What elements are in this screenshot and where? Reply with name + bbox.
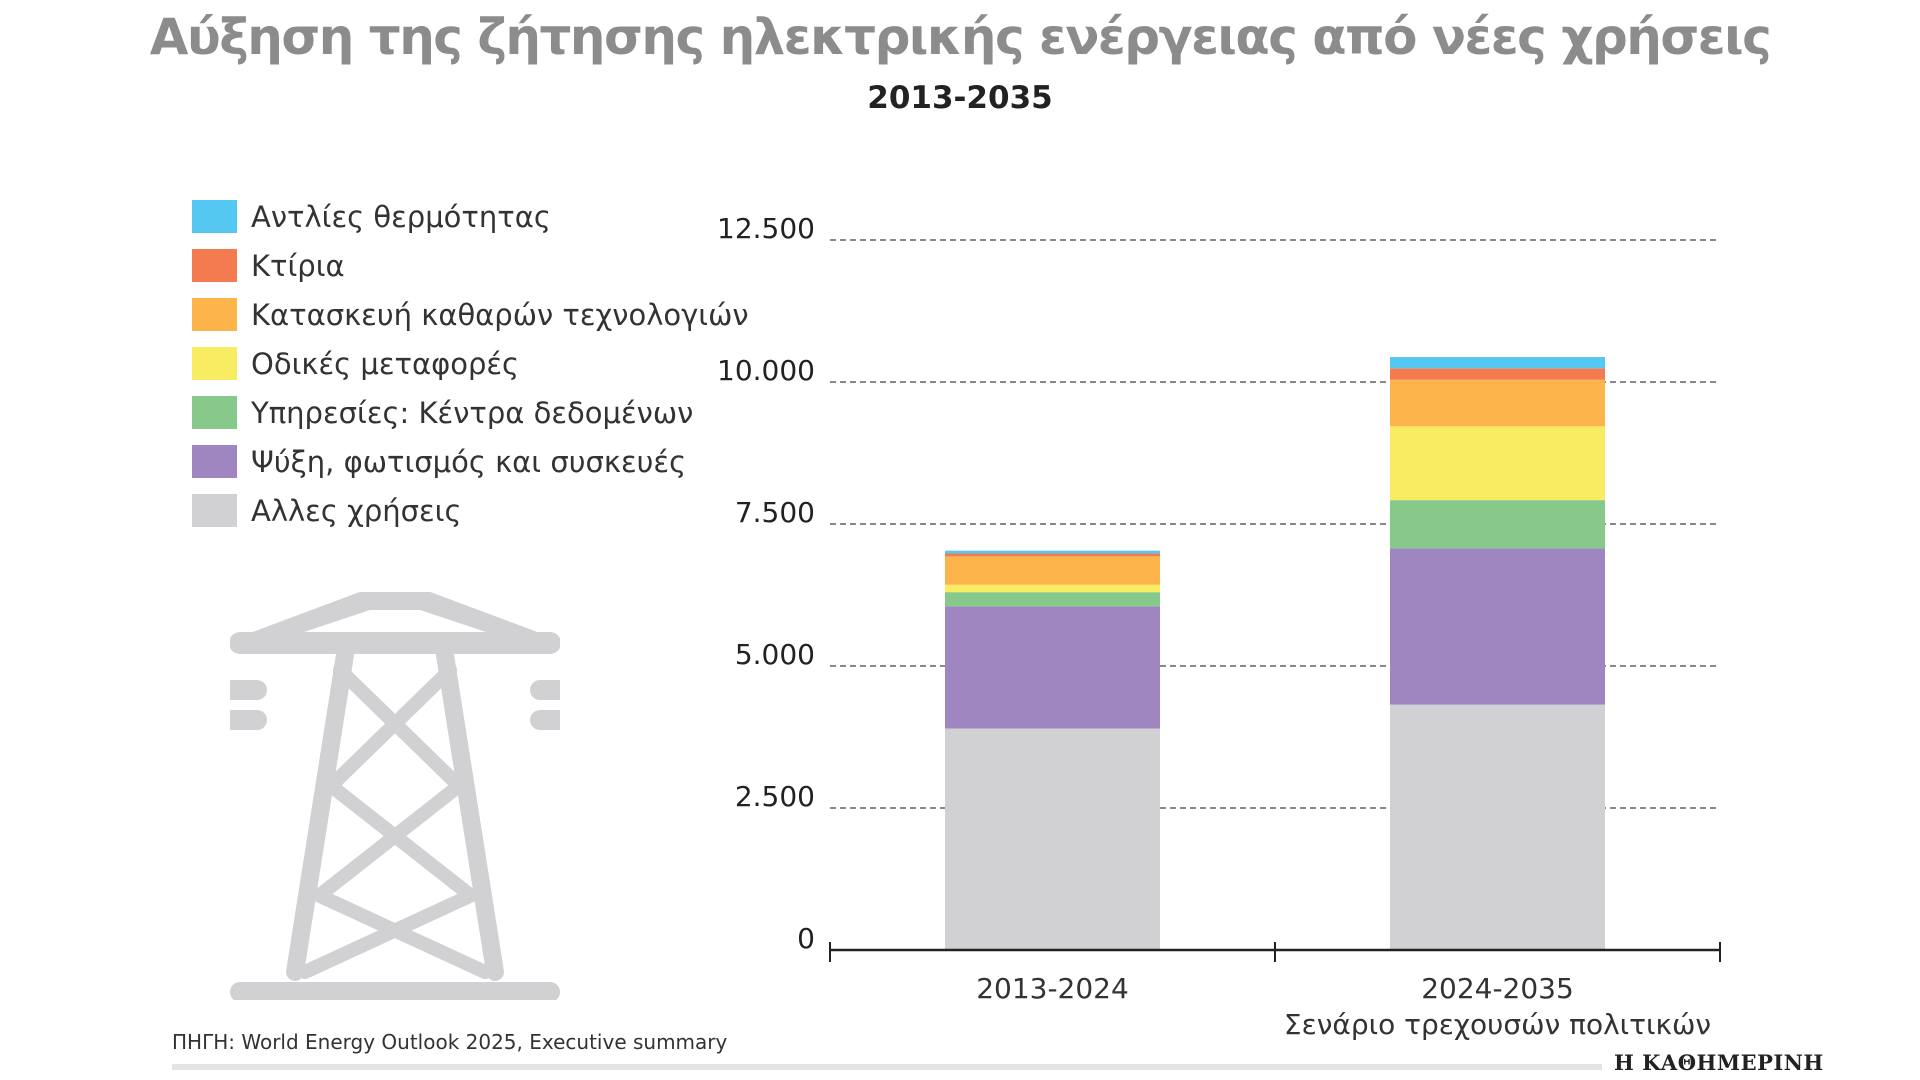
y-tick-label: 2.500 xyxy=(735,780,815,813)
legend-swatch xyxy=(192,396,237,429)
y-tick-label: 10.000 xyxy=(717,354,815,387)
legend: Αντλίες θερμότητας Κτίρια Κατασκευή καθαρώ… xyxy=(192,192,749,535)
y-tick-label: 12.500 xyxy=(717,212,815,245)
legend-item: Κτίρια xyxy=(192,241,749,290)
stacked-bar-chart: 0 2.500 5.000 7.500 10.000 12.500 2013-2024 202… xyxy=(717,212,1721,1041)
legend-swatch xyxy=(192,494,237,527)
legend-item: Οδικές μεταφορές xyxy=(192,339,749,388)
footer-rule xyxy=(172,1064,1602,1070)
legend-item: Αντλίες θερμότητας xyxy=(192,192,749,241)
legend-label: Αντλίες θερμότητας xyxy=(251,199,551,234)
y-tick-label: 0 xyxy=(797,922,815,955)
publisher-logo: Η ΚΑΘΗΜΕΡΙΝΗ xyxy=(1614,1050,1824,1075)
legend-label: Κατασκευή καθαρών τεχνολογιών xyxy=(251,297,749,332)
x-tick-label: Σενάριο τρεχουσών πολιτικών xyxy=(1284,1008,1711,1041)
legend-label: Ψύξη, φωτισμός και συσκευές xyxy=(251,444,687,479)
legend-item: Ψύξη, φωτισμός και συσκευές xyxy=(192,437,749,486)
bar-segment xyxy=(945,556,1160,585)
legend-label: Αλλες χρήσεις xyxy=(251,493,462,528)
bar-segment xyxy=(945,592,1160,607)
bar-segment xyxy=(1390,500,1605,549)
chart-subtitle: 2013-2035 xyxy=(867,80,1053,116)
legend-item: Υπηρεσίες: Κέντρα δεδομένων xyxy=(192,388,749,437)
legend-swatch xyxy=(192,200,237,233)
bar-segment xyxy=(1390,426,1605,501)
bar-segment xyxy=(1390,357,1605,369)
bar-segment xyxy=(1390,368,1605,380)
legend-label: Υπηρεσίες: Κέντρα δεδομένων xyxy=(251,395,694,430)
bar-segment xyxy=(1390,379,1605,427)
bar-segment xyxy=(945,584,1160,593)
bar-segment xyxy=(1390,704,1605,950)
legend-item: Αλλες χρήσεις xyxy=(192,486,749,535)
chart-title: Αύξηση της ζήτησης ηλεκτρικής ενέργειας … xyxy=(149,8,1772,66)
legend-item: Κατασκευή καθαρών τεχνολογιών xyxy=(192,290,749,339)
legend-label: Κτίρια xyxy=(251,248,345,283)
x-tick-label: 2024-2035 xyxy=(1421,972,1574,1005)
legend-swatch xyxy=(192,445,237,478)
bar-segment xyxy=(945,728,1160,950)
legend-swatch xyxy=(192,298,237,331)
bar-segment xyxy=(1390,548,1605,705)
x-tick-label: 2013-2024 xyxy=(976,972,1129,1005)
source-note: ΠΗΓΗ: World Energy Outlook 2025, Executi… xyxy=(172,1030,728,1054)
legend-label: Οδικές μεταφορές xyxy=(251,346,520,381)
legend-swatch xyxy=(192,347,237,380)
power-pylon-icon xyxy=(230,592,560,1000)
bar-segment xyxy=(945,553,1160,557)
y-tick-label: 7.500 xyxy=(735,496,815,529)
legend-swatch xyxy=(192,249,237,282)
bar-segment xyxy=(945,550,1160,554)
bar-segment xyxy=(945,606,1160,729)
y-tick-label: 5.000 xyxy=(735,638,815,671)
